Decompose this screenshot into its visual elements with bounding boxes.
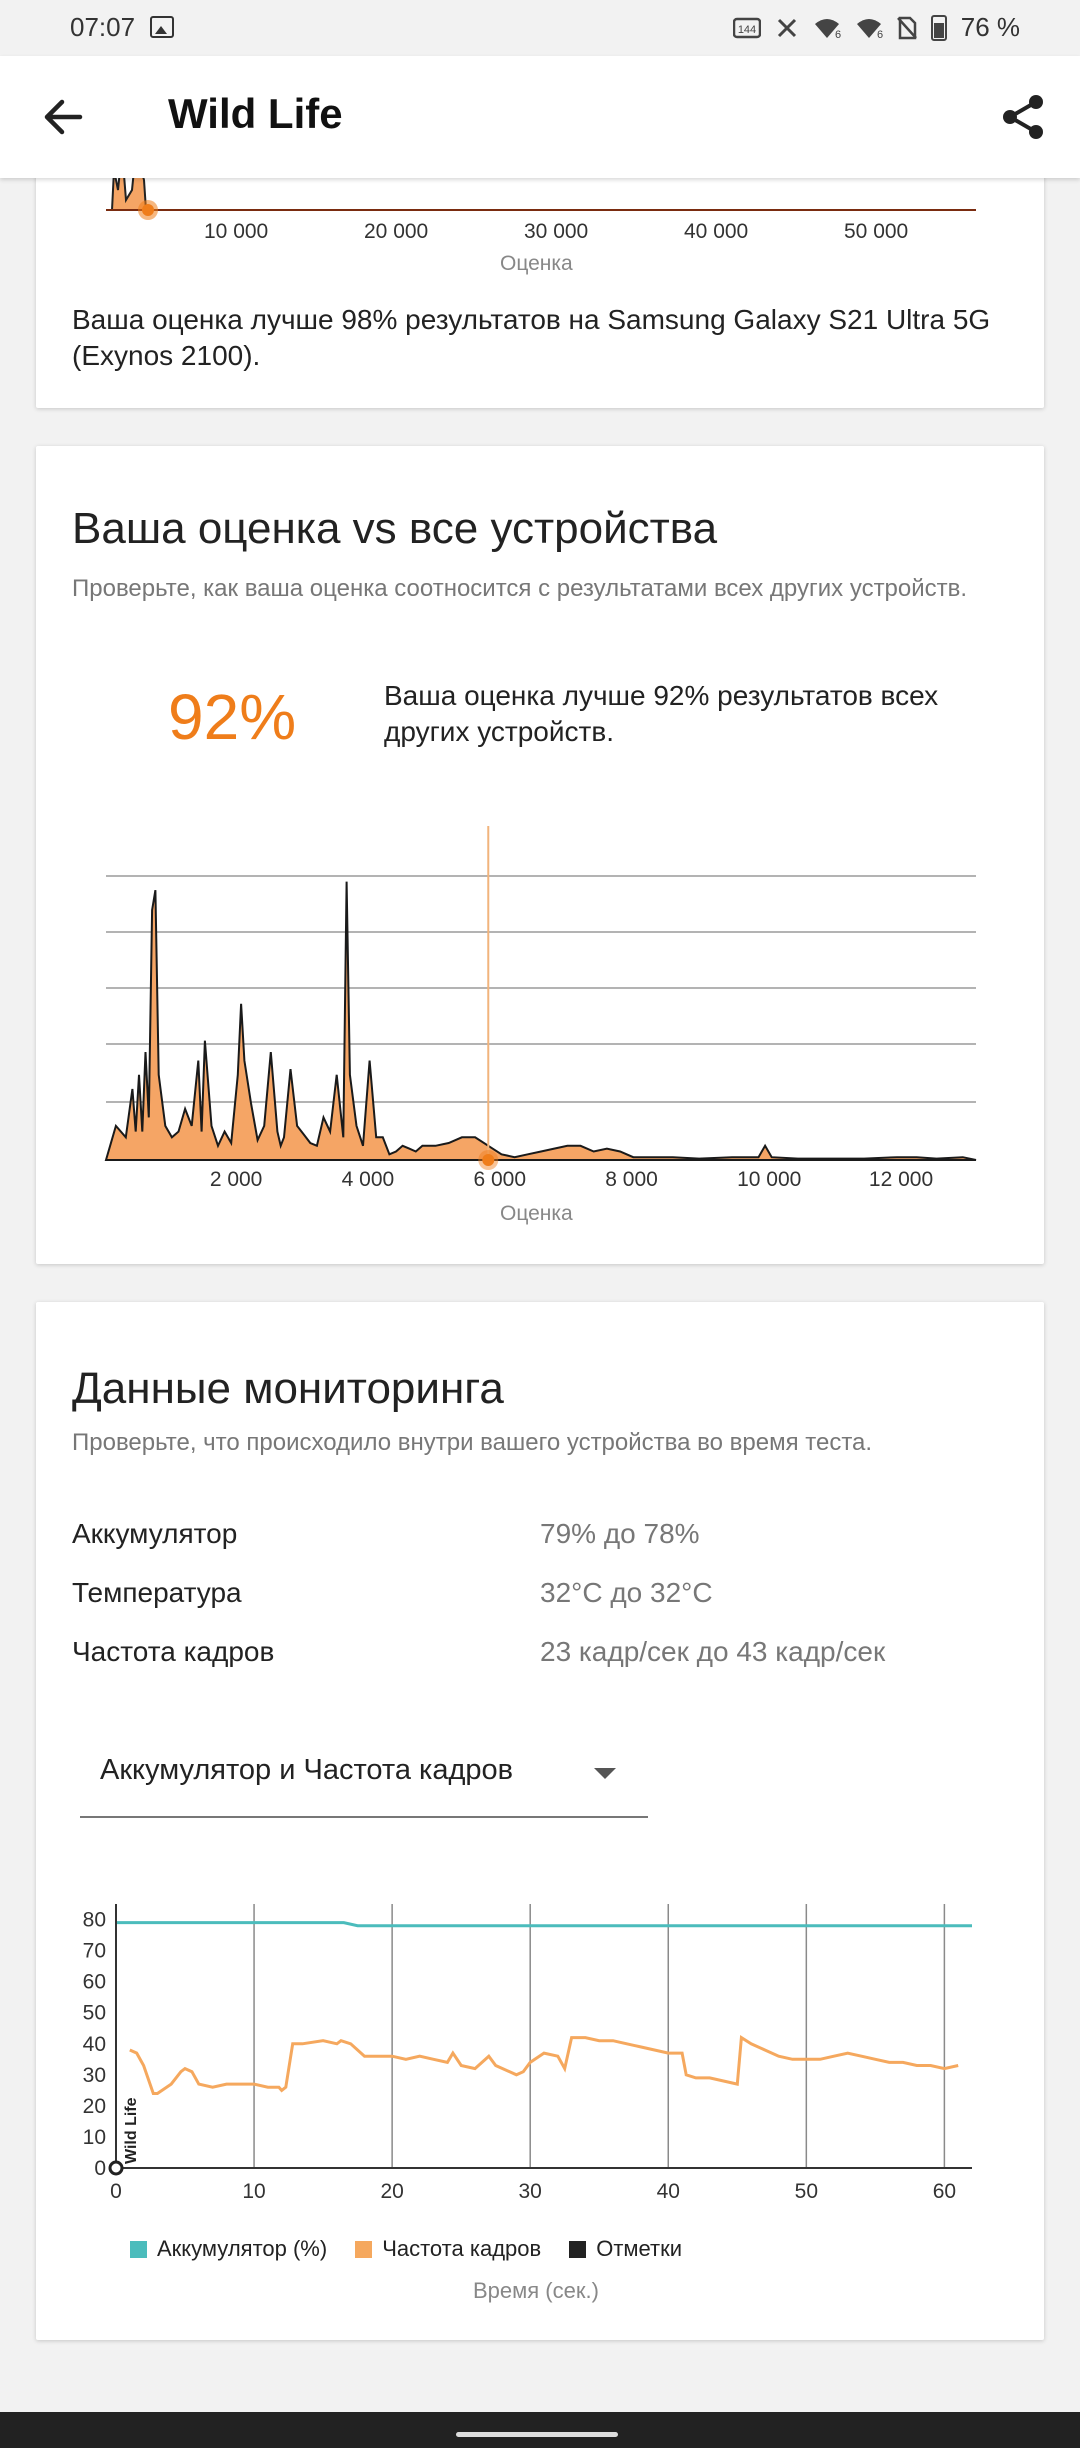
y-tick-label: 20 (83, 2095, 106, 2118)
x-tick-label: 10 (242, 2180, 265, 2203)
card-subtitle: Проверьте, как ваша оценка соотносится с… (72, 575, 968, 602)
x-axis-title: Оценка (500, 1202, 573, 1225)
status-time: 07:07 (70, 12, 136, 42)
x-tick-label: 50 000 (844, 220, 909, 243)
your-score-marker (482, 1154, 495, 1166)
svg-text:144: 144 (738, 24, 756, 36)
monitor-row-battery: Аккумулятор 79% до 78% (72, 1518, 1008, 1558)
monitor-label: Температура (72, 1577, 242, 1608)
app-bar: Wild Life (0, 56, 1080, 178)
monitor-value: 79% до 78% (540, 1518, 700, 1549)
y-tick-label: 70 (83, 1940, 106, 1963)
monitor-row-temperature: Температура 32°C до 32°C (72, 1577, 1008, 1617)
all-devices-histogram (104, 826, 977, 1170)
status-icons: 144 6 6 76 % (732, 12, 1020, 43)
marker-label: Wild Life (123, 2097, 140, 2164)
card-heading: Ваша оценка vs все устройства (72, 504, 718, 553)
monitoring-chart: 0 10 20 30 40 50 60 70 80 0 10 20 30 40 50 60 Wild Lif… (83, 1904, 972, 2203)
y-tick-label: 10 (83, 2126, 106, 2149)
x-axis-title: Время (сек.) (473, 2278, 599, 2303)
card-heading: Данные мониторинга (72, 1364, 504, 1413)
percentile-text: Ваша оценка лучше 92% результатов всех д… (384, 680, 939, 747)
x-tick-label: 50 (795, 2180, 818, 2203)
monitor-value: 23 кадр/сек до 43 кадр/сек (540, 1636, 886, 1667)
x-tick-label: 30 000 (524, 220, 589, 243)
x-tick-label: 4 000 (341, 1168, 395, 1191)
chart-series-dropdown[interactable]: Аккумулятор и Частота кадров (80, 1730, 648, 1818)
x-tick-label: 6 000 (473, 1168, 527, 1191)
x-tick-label: 10 000 (204, 220, 269, 243)
y-tick-label: 0 (94, 2157, 106, 2180)
card-subtitle: Проверьте, что происходило внутри вашего… (72, 1429, 873, 1456)
x-tick-label: 20 000 (364, 220, 429, 243)
x-tick-label: 30 (519, 2180, 542, 2203)
battery-series-line (116, 1921, 972, 1928)
navigation-bar (0, 2412, 1080, 2448)
battery-icon (930, 14, 947, 41)
legend-item-marks: Отметки (569, 2236, 682, 2262)
monitor-value: 32°C до 32°C (540, 1577, 713, 1608)
x-tick-label: 0 (110, 2180, 122, 2203)
monitor-label: Частота кадров (72, 1636, 275, 1667)
dropdown-arrow-icon (594, 1768, 616, 1779)
page-title: Wild Life (168, 90, 343, 137)
share-button[interactable] (996, 90, 1050, 144)
home-gesture-handle[interactable] (456, 2432, 618, 2437)
x-tick-label: 20 (380, 2180, 403, 2203)
y-tick-label: 80 (83, 1909, 106, 1932)
device-comparison-card: 10 000 20 000 30 000 40 000 50 000 Оценк… (36, 150, 1044, 408)
legend-label: Отметки (596, 2236, 683, 2261)
y-tick-label: 30 (83, 2064, 106, 2087)
fps-series-line (129, 2035, 959, 2095)
x-axis-title: Оценка (500, 252, 573, 275)
wifi-icon: 6 (813, 16, 841, 41)
svg-text:6: 6 (835, 29, 841, 40)
y-tick-label: 60 (83, 1971, 106, 1994)
x-tick-label: 60 (933, 2180, 956, 2203)
legend-item-fps: Частота кадров (355, 2236, 541, 2262)
device-comparison-text: Ваша оценка лучше 98% результатов на Sam… (72, 304, 991, 371)
legend-item-battery: Аккумулятор (%) (130, 2236, 327, 2262)
x-tick-label: 10 000 (737, 1168, 802, 1191)
wifi-icon: 6 (855, 16, 883, 41)
x-tick-label: 40 (657, 2180, 680, 2203)
x-tick-label: 8 000 (605, 1168, 658, 1191)
chart-legend: Аккумулятор (%) Частота кадров Отметки (130, 2236, 696, 2262)
x-tick-label: 2 000 (209, 1168, 263, 1191)
monitor-row-framerate: Частота кадров 23 кадр/сек до 43 кадр/се… (72, 1636, 1008, 1676)
all-devices-card: Ваша оценка vs все устройства Проверьте,… (36, 446, 1044, 1264)
back-button[interactable] (38, 92, 88, 142)
sim-icon (896, 16, 917, 40)
battery-percent: 76 % (960, 12, 1020, 42)
image-icon (150, 16, 174, 38)
score-percentile: 92% (168, 681, 297, 753)
x-tick-label: 12 000 (868, 1168, 934, 1191)
svg-text:6: 6 (877, 29, 883, 40)
test-start-mark (108, 2160, 124, 2176)
share-icon (1003, 95, 1043, 139)
status-bar: 07:07 144 6 6 76 % (0, 0, 1080, 56)
y-tick-label: 50 (83, 2002, 106, 2025)
legend-label: Частота кадров (382, 2236, 542, 2261)
x-tick-label: 40 000 (684, 220, 749, 243)
monitoring-card: Данные мониторинга Проверьте, что происх… (36, 1302, 1044, 2340)
histogram-area (104, 881, 977, 1161)
arrow-left-icon (44, 99, 83, 135)
legend-label: Аккумулятор (%) (157, 2236, 328, 2261)
monitor-label: Аккумулятор (72, 1518, 238, 1549)
dropdown-selected: Аккумулятор и Частота кадров (100, 1754, 514, 1786)
y-tick-label: 40 (83, 2033, 106, 2056)
mute-icon (775, 16, 799, 40)
hd-icon: 144 (732, 16, 761, 40)
